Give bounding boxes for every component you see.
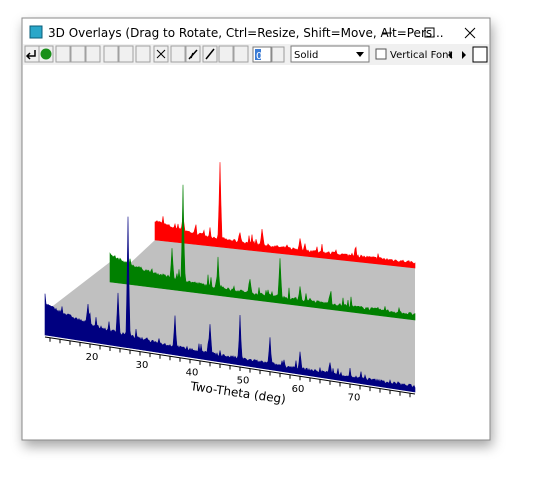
spin-selection [255, 49, 261, 60]
line-icon [205, 48, 215, 60]
toolbar-button[interactable] [118, 45, 134, 63]
toolbar-button[interactable] [233, 45, 249, 63]
toolbar-button[interactable] [70, 45, 86, 63]
toolbar-button[interactable] [24, 45, 40, 63]
x-tick-label: 20 [86, 352, 99, 363]
spin-arrows[interactable] [271, 46, 285, 63]
window-title: 3D Overlays (Drag to Rotate, Ctrl=Resize… [48, 26, 444, 40]
diffraction-pattern [154, 162, 416, 269]
x-tick-label: 40 [186, 368, 199, 379]
app-icon [29, 25, 43, 39]
spin-value: 0 [256, 51, 262, 62]
arrow-icon [188, 49, 198, 60]
line-style-dropdown[interactable] [290, 45, 370, 63]
scroll-arrows[interactable] [448, 51, 466, 59]
diffraction-pattern [44, 216, 416, 393]
toolbar: 0 Solid Vertical Font [23, 44, 489, 65]
maximize-button[interactable] [424, 27, 435, 38]
toolbar-button[interactable] [170, 45, 186, 63]
color-swatch[interactable] [472, 46, 488, 63]
toolbar-button[interactable] [85, 45, 101, 63]
back-icon [25, 50, 36, 60]
toolbar-button[interactable] [135, 45, 151, 63]
plot-area: 20 30 40 50 60 70 [44, 162, 416, 404]
toolbar-button[interactable] [103, 45, 119, 63]
toolbar-button[interactable] [55, 45, 71, 63]
x-tick-label: 60 [292, 384, 305, 395]
toolbar-button[interactable] [218, 45, 234, 63]
dropdown-arrow [356, 52, 364, 57]
x-tick-label: 30 [136, 360, 149, 371]
window [21, 17, 491, 441]
title-bar: 3D Overlays (Drag to Rotate, Ctrl=Resize… [29, 25, 476, 40]
vertical-font-label: Vertical Font [390, 50, 452, 61]
help-icon [40, 48, 52, 60]
x-tick-label: 70 [348, 393, 361, 404]
diffraction-pattern [109, 184, 416, 321]
vertical-font-checkbox[interactable] [375, 48, 387, 60]
x-tick-label: 50 [237, 376, 250, 387]
close-icon [156, 49, 166, 59]
close-button[interactable] [464, 27, 476, 39]
line-style: Solid [294, 50, 318, 61]
